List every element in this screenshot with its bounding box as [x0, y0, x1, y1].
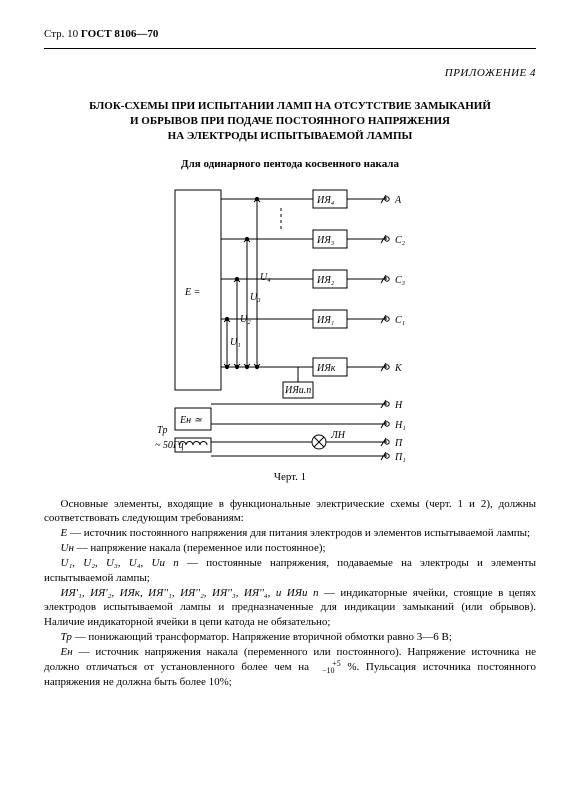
appendix-label: ПРИЛОЖЕНИЕ 4	[44, 67, 536, 79]
para-intro: Основные элементы, входящие в функционал…	[44, 497, 536, 527]
svg-text:Н: Н	[394, 400, 403, 411]
svg-text:Tр: Tр	[157, 425, 168, 436]
svg-text:ИЯи.п: ИЯи.п	[284, 385, 311, 396]
svg-text:U₃: U₃	[250, 292, 261, 303]
para-U1234: U₁, U₂, U₃, U₄, Uи п — постоянные напряж…	[44, 556, 536, 586]
doc-subtitle: Для одинарного пентода косвенного накала	[44, 158, 536, 170]
header-rule	[44, 48, 536, 49]
svg-text:E =: E =	[184, 287, 200, 298]
para-En: Eн — источник напряжения накала (перемен…	[44, 645, 536, 690]
body-text: Основные элементы, входящие в функционал…	[44, 497, 536, 690]
svg-text:С₂: С₂	[395, 235, 406, 246]
page-number: Стр. 10	[44, 28, 78, 40]
standard-id: ГОСТ 8106—70	[81, 28, 158, 40]
svg-text:К: К	[394, 363, 403, 374]
svg-text:U₂: U₂	[240, 314, 251, 325]
para-Un: Uн — напряжение накала (переменное или п…	[44, 541, 536, 556]
svg-text:~ 50Гц: ~ 50Гц	[155, 440, 184, 451]
svg-text:U₄: U₄	[260, 272, 271, 283]
para-IYa: ИЯ'₁, ИЯ'₂, ИЯк, ИЯ''₁, ИЯ''₂, ИЯ''₃, ИЯ…	[44, 586, 536, 631]
doc-title: БЛОК-СХЕМЫ ПРИ ИСПЫТАНИИ ЛАМП НА ОТСУТСТ…	[44, 99, 536, 144]
svg-text:ИЯ₃: ИЯ₃	[316, 235, 335, 246]
block-diagram: E = Eн ≃ Tр ~ 50Гц ИЯ₄ ИЯ₃ ИЯ₂ ИЯ₁ ИЯк ИЯи.п U₄ U₃ U…	[135, 180, 445, 465]
svg-text:П: П	[394, 438, 403, 449]
para-Tr: Тр — понижающий трансформатор. Напряжени…	[44, 630, 536, 645]
page-header: Стр. 10 ГОСТ 8106—70	[44, 28, 536, 40]
svg-text:ИЯк: ИЯк	[316, 363, 336, 374]
svg-text:Н₁: Н₁	[394, 420, 406, 431]
svg-text:С₁: С₁	[395, 315, 405, 326]
svg-text:ИЯ₁: ИЯ₁	[316, 315, 334, 326]
svg-text:ЛН: ЛН	[330, 430, 346, 441]
svg-text:U₁: U₁	[230, 337, 241, 348]
svg-text:ИЯ₄: ИЯ₄	[316, 195, 335, 206]
svg-text:ИЯ₂: ИЯ₂	[316, 275, 335, 286]
figure-caption: Черт. 1	[44, 471, 536, 483]
svg-text:П₁: П₁	[394, 452, 406, 463]
para-E: E — источник постоянного напряжения для …	[44, 526, 536, 541]
svg-text:Eн ≃: Eн ≃	[179, 415, 203, 426]
svg-text:А: А	[394, 195, 402, 206]
svg-text:С₃: С₃	[395, 275, 406, 286]
